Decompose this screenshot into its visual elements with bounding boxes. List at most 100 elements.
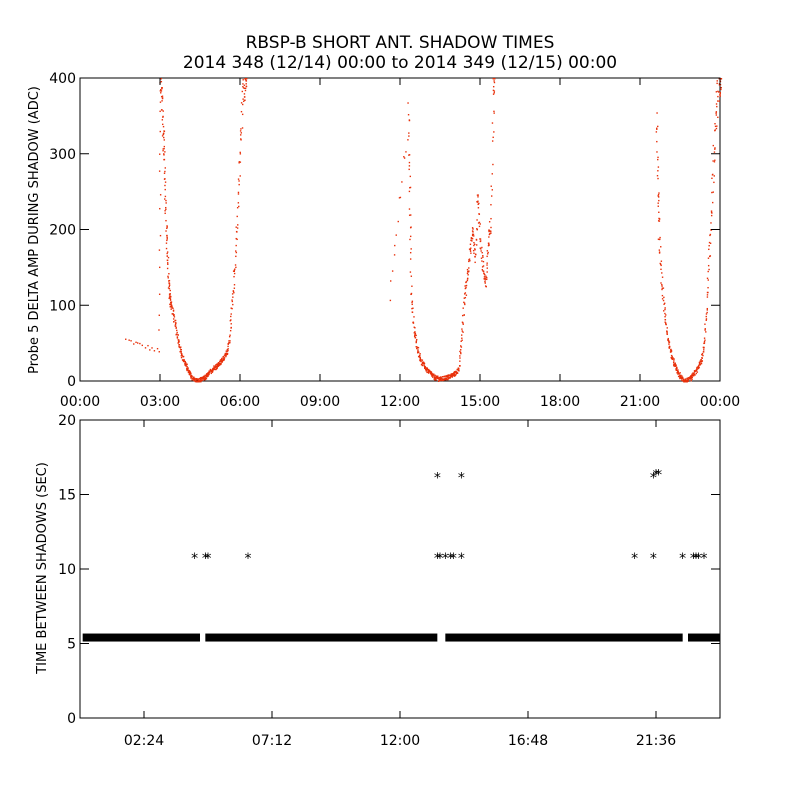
amplitude-point (195, 378, 198, 381)
amplitude-point (211, 369, 213, 371)
amplitude-point (417, 347, 420, 349)
amplitude-point (178, 345, 180, 348)
amplitude-point (162, 115, 164, 118)
amplitude-point (227, 349, 229, 352)
amplitude-point (238, 161, 241, 163)
amplitude-point (451, 375, 453, 377)
amplitude-point (163, 153, 165, 155)
amplitude-point (171, 304, 173, 307)
amplitude-point (492, 85, 495, 88)
amplitude-point (190, 374, 193, 377)
amplitude-point (488, 243, 490, 245)
amplitude-point (168, 273, 170, 275)
amplitude-point (175, 333, 178, 336)
amplitude-point (483, 276, 486, 278)
amplitude-point (467, 277, 469, 280)
amplitude-point (657, 196, 660, 198)
amplitude-point (453, 374, 456, 376)
amplitude-point (493, 90, 496, 92)
amplitude-point (239, 175, 241, 177)
amplitude-point (177, 342, 179, 344)
amplitude-point (476, 228, 478, 230)
amplitude-point (233, 272, 236, 275)
amplitude-point (395, 234, 397, 236)
amplitude-point (691, 378, 693, 380)
amplitude-point (168, 297, 170, 299)
amplitude-point (223, 357, 226, 359)
amplitude-point (193, 377, 196, 379)
amplitude-point (441, 376, 444, 378)
baseline-segment (445, 633, 683, 642)
amplitude-point (412, 307, 414, 309)
amplitude-point (459, 365, 461, 367)
interval-point: * (650, 471, 657, 487)
amplitude-point (492, 78, 495, 80)
amplitude-point (484, 280, 486, 283)
amplitude-point (156, 347, 159, 350)
amplitude-point (716, 80, 718, 82)
amplitude-point (172, 307, 174, 310)
amplitude-point (448, 376, 450, 379)
amplitude-point (151, 347, 153, 349)
amplitude-point (229, 334, 231, 336)
amplitude-point (230, 315, 232, 318)
amplitude-point (714, 147, 716, 149)
amplitude-point (695, 372, 697, 375)
interval-point: * (205, 551, 212, 567)
amplitude-point (414, 337, 417, 339)
amplitude-point (484, 282, 486, 284)
amplitude-point (244, 87, 247, 90)
amplitude-point (170, 308, 172, 310)
top-x-tick-label: 18:00 (540, 394, 580, 410)
amplitude-point (703, 340, 706, 343)
amplitude-point (427, 369, 430, 372)
amplitude-point (463, 293, 466, 295)
amplitude-point (440, 379, 442, 382)
amplitude-point (706, 311, 708, 314)
amplitude-point (484, 279, 486, 281)
amplitude-point (657, 238, 660, 240)
amplitude-point (659, 238, 661, 241)
amplitude-point (164, 188, 166, 191)
amplitude-point (139, 342, 141, 345)
amplitude-point (698, 364, 700, 366)
amplitude-point (483, 272, 485, 274)
amplitude-point (709, 255, 712, 257)
amplitude-point (183, 360, 186, 362)
amplitude-point (705, 319, 707, 321)
amplitude-point (685, 380, 688, 382)
amplitude-point (705, 313, 708, 315)
amplitude-point (165, 230, 167, 232)
bottom-plot-frame (79, 419, 721, 719)
amplitude-point (713, 161, 716, 163)
amplitude-point (405, 151, 407, 153)
amplitude-point (659, 236, 661, 239)
amplitude-point (186, 368, 189, 371)
amplitude-point (439, 376, 442, 378)
amplitude-point (147, 344, 149, 347)
amplitude-point (173, 314, 175, 316)
amplitude-point (165, 219, 167, 222)
amplitude-point (714, 129, 716, 132)
amplitude-point (664, 316, 666, 318)
amplitude-point (684, 380, 686, 382)
amplitude-point (235, 266, 237, 269)
amplitude-point (420, 358, 422, 361)
amplitude-point (229, 329, 232, 332)
amplitude-point (167, 287, 170, 289)
amplitude-point (477, 196, 479, 198)
amplitude-point (422, 362, 425, 364)
amplitude-point (673, 365, 675, 367)
amplitude-point (444, 375, 446, 377)
amplitude-point (216, 367, 218, 370)
amplitude-point (186, 363, 188, 365)
amplitude-point (218, 364, 221, 366)
amplitude-point (660, 268, 662, 271)
top-y-tick-label: 400 (49, 71, 76, 87)
amplitude-point (472, 249, 475, 252)
top-plot-frame (79, 77, 721, 382)
amplitude-point (234, 268, 236, 270)
amplitude-point (230, 323, 232, 325)
amplitude-point (419, 353, 421, 355)
amplitude-point (222, 355, 225, 358)
